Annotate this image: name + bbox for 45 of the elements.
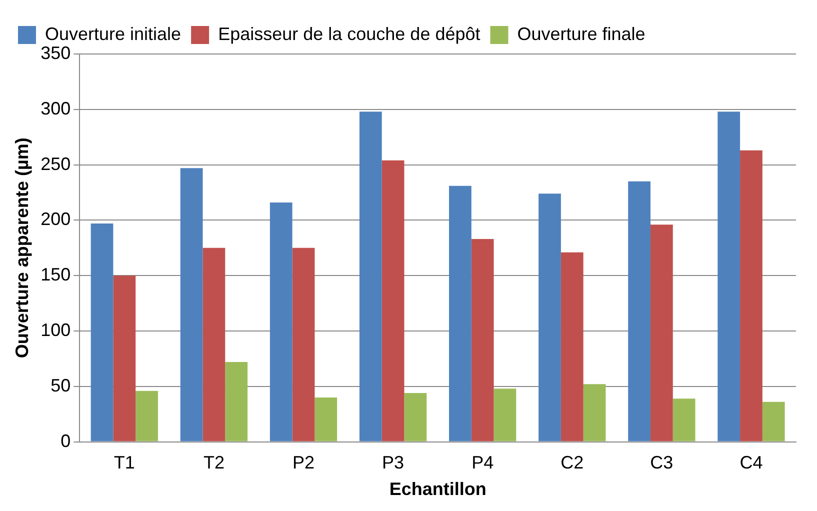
- bar: [180, 168, 203, 442]
- bar: [136, 390, 158, 442]
- x-tick-label: P2: [292, 452, 315, 473]
- x-tick-label: P3: [382, 452, 404, 473]
- x-tick-label: C4: [740, 452, 763, 473]
- y-tick-label: 0: [60, 430, 71, 451]
- bar: [560, 252, 584, 442]
- legend-label: Ouverture initiale: [45, 24, 182, 44]
- bar: [740, 150, 762, 442]
- bar: [270, 202, 292, 442]
- bar: [672, 398, 696, 442]
- y-tick-label: 150: [40, 264, 71, 285]
- bar: [718, 112, 740, 442]
- bar: [202, 248, 226, 442]
- bar: [225, 362, 248, 442]
- bar: [314, 397, 338, 442]
- bar: [538, 194, 561, 442]
- y-axis-title: Ouverture apparente (µm): [12, 138, 32, 358]
- y-tick-label: 350: [40, 42, 71, 63]
- bar: [382, 160, 404, 442]
- bar: [494, 388, 516, 442]
- legend-label: Ouverture finale: [517, 24, 646, 44]
- bar: [628, 181, 650, 442]
- x-tick-label: T1: [114, 452, 135, 473]
- bar: [762, 402, 785, 442]
- y-tick-label: 100: [40, 320, 71, 340]
- bar: [583, 384, 606, 442]
- bar: [359, 112, 382, 442]
- bar: [471, 239, 494, 442]
- bar: [90, 224, 114, 442]
- bar: [292, 248, 315, 442]
- x-tick-label: T2: [203, 452, 224, 473]
- y-tick-label: 300: [40, 98, 71, 118]
- x-tick-label: P4: [472, 452, 494, 473]
- y-tick-label: 50: [50, 375, 71, 396]
- x-tick-label: C2: [560, 452, 584, 473]
- bar: [113, 276, 136, 442]
- bar: [404, 393, 427, 442]
- x-tick-label: C3: [650, 452, 674, 473]
- y-tick-label: 200: [40, 209, 71, 230]
- bar: [650, 224, 673, 442]
- x-axis-title: Echantillon: [389, 479, 486, 500]
- legend-label: Epaisseur de la couche de dépôt: [218, 24, 480, 44]
- y-tick-label: 250: [40, 154, 71, 174]
- bar: [449, 186, 472, 442]
